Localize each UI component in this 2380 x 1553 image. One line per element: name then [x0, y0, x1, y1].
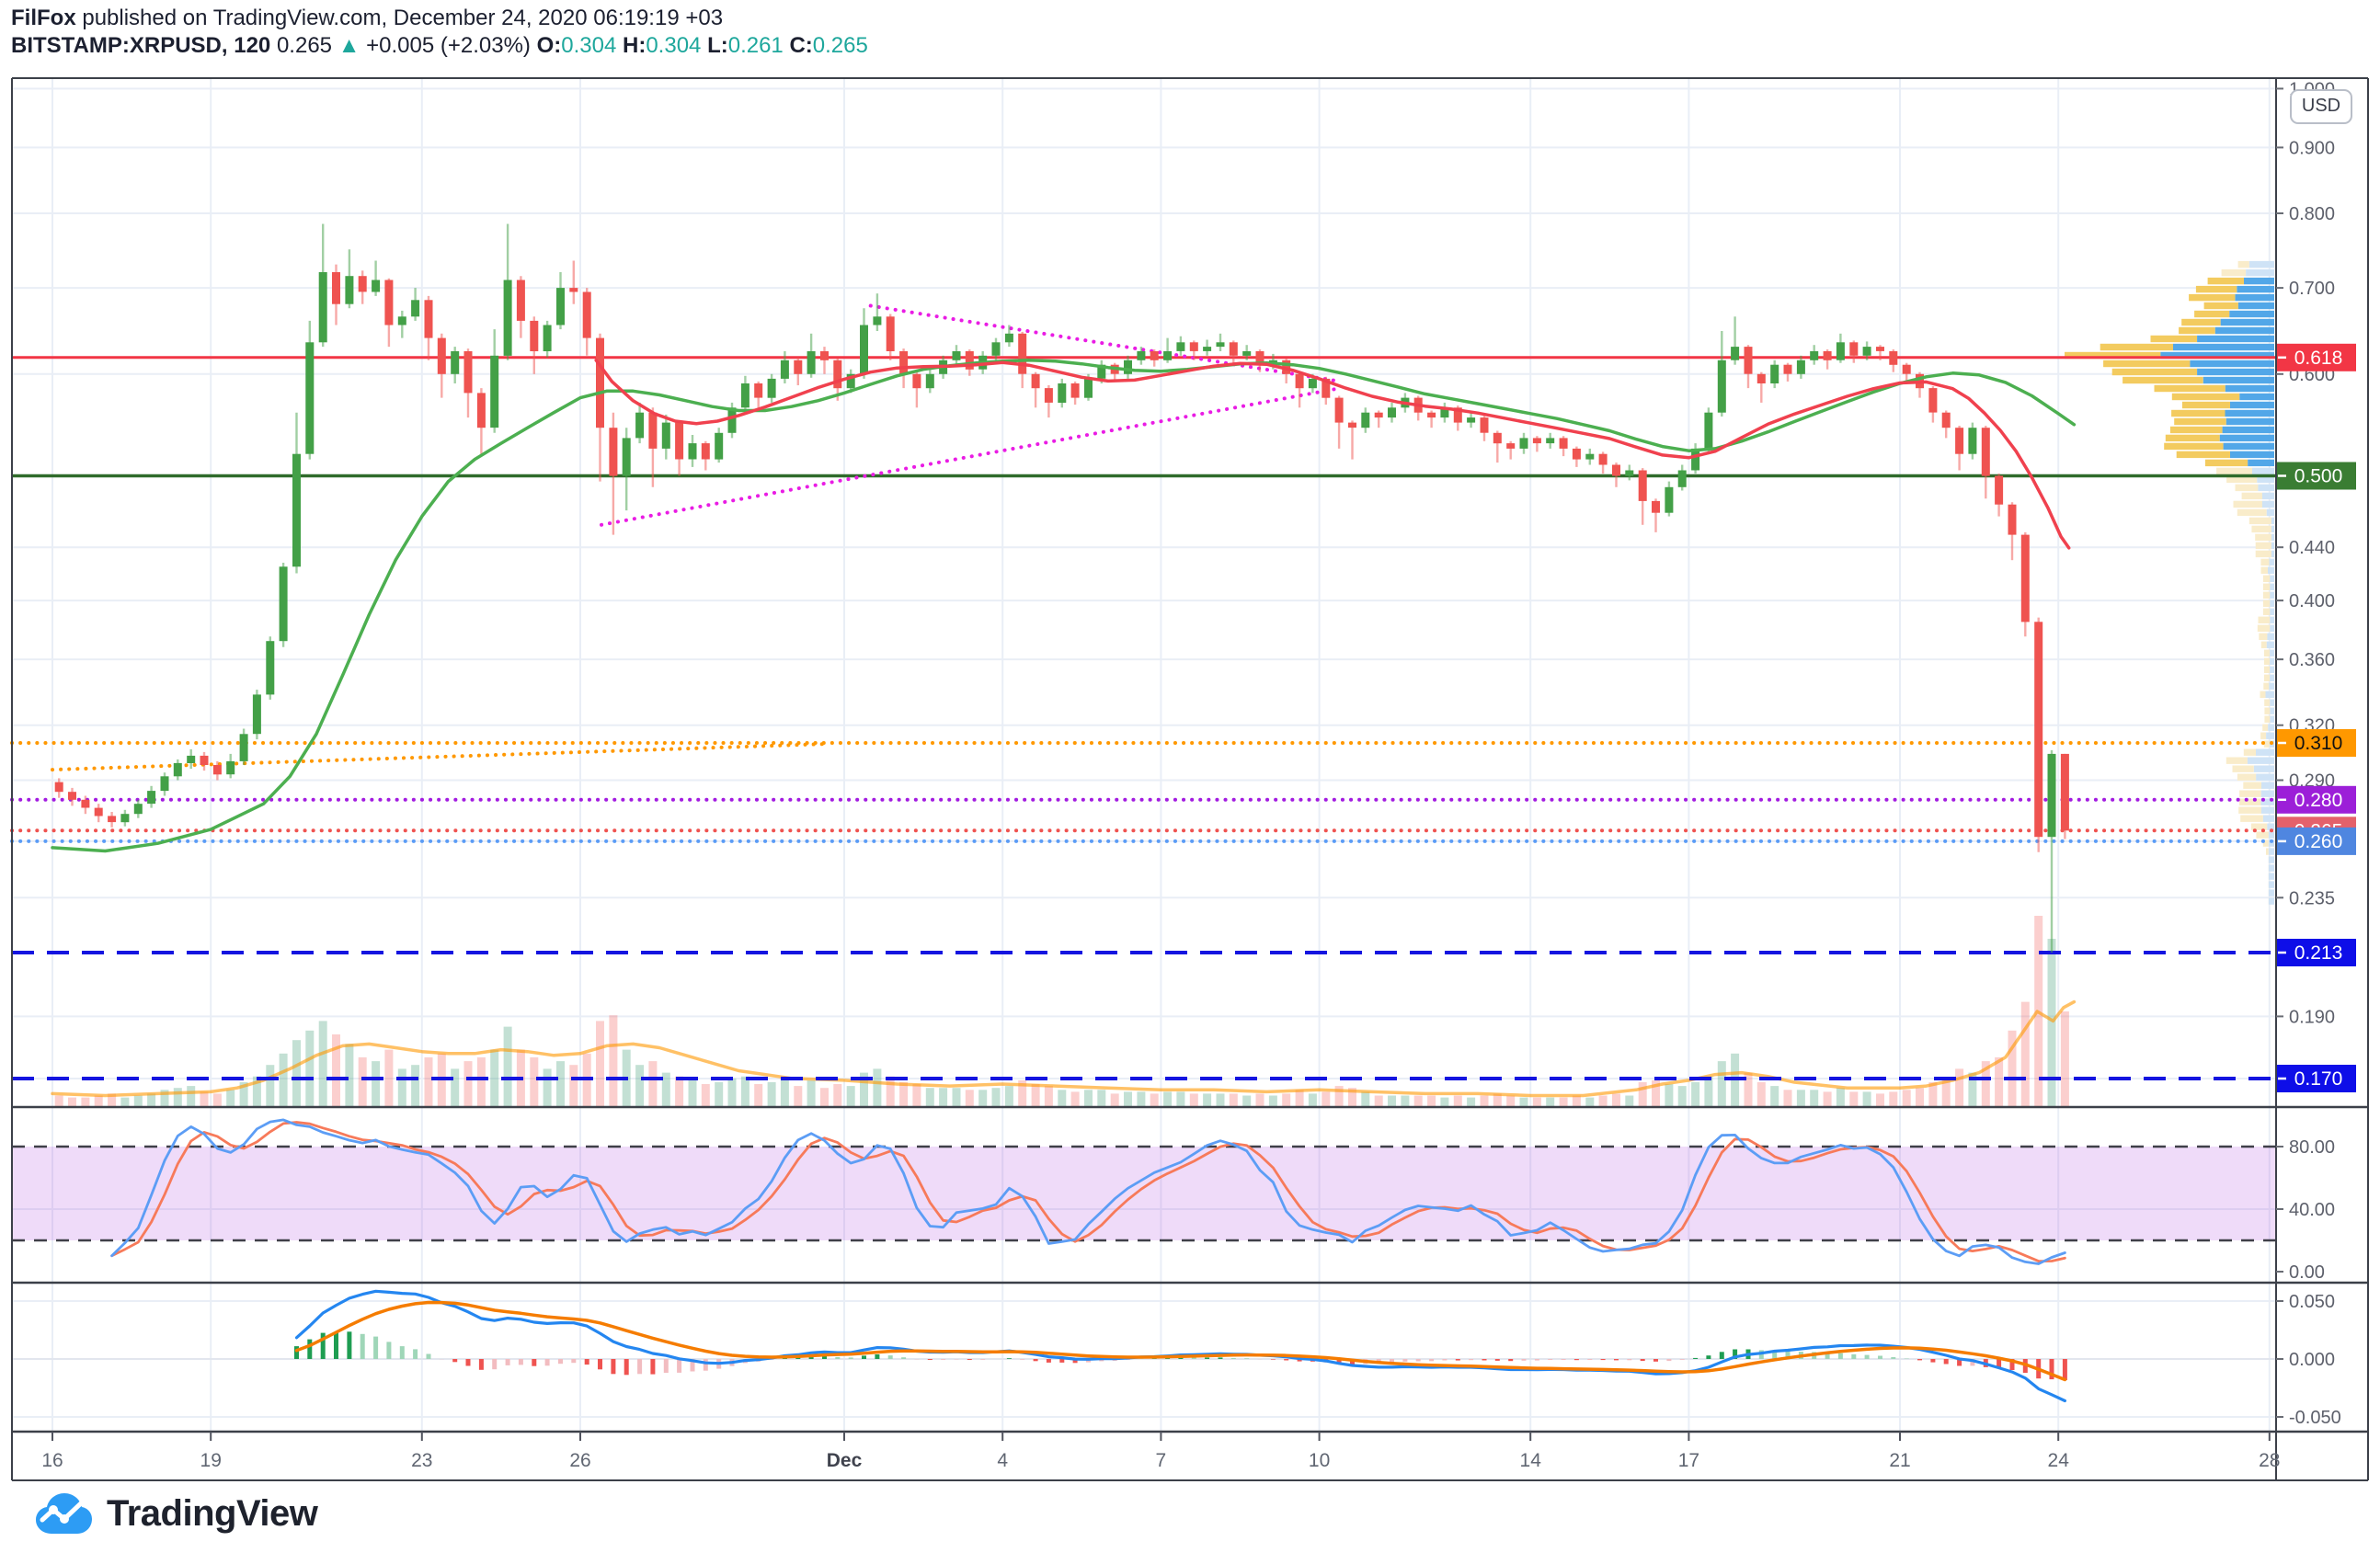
svg-text:0.900: 0.900 [2289, 138, 2335, 158]
svg-text:0.618: 0.618 [2294, 348, 2343, 369]
svg-text:17: 17 [1678, 1450, 1699, 1471]
svg-text:0.260: 0.260 [2294, 831, 2343, 852]
price-badge-0.213: 0.213 [2277, 939, 2356, 966]
svg-text:0.213: 0.213 [2294, 942, 2343, 964]
svg-text:14: 14 [1520, 1450, 1542, 1471]
price-badge-0.260: 0.260 [2277, 827, 2356, 855]
symbol-line: BITSTAMP:XRPUSD, 120 0.265 ▲ +0.005 (+2.… [11, 33, 868, 59]
svg-text:24: 24 [2048, 1450, 2070, 1471]
open-value: 0.304 [561, 33, 617, 58]
svg-text:-0.050: -0.050 [2289, 1408, 2341, 1428]
high-value: 0.304 [646, 33, 702, 58]
svg-text:0.360: 0.360 [2289, 650, 2335, 670]
svg-text:0.700: 0.700 [2289, 279, 2335, 299]
svg-text:0.050: 0.050 [2289, 1292, 2335, 1312]
svg-text:7: 7 [1156, 1450, 1167, 1471]
svg-text:0.440: 0.440 [2289, 538, 2335, 558]
publish-line: FilFox published on TradingView.com, Dec… [11, 6, 723, 31]
svg-text:0.00: 0.00 [2289, 1262, 2325, 1283]
svg-text:19: 19 [200, 1450, 222, 1471]
brand-name: TradingView [107, 1492, 318, 1534]
svg-text:0.000: 0.000 [2289, 1350, 2335, 1370]
tradingview-logo[interactable]: TradingView [33, 1491, 318, 1536]
pane-frame [11, 77, 2369, 1481]
svg-text:Dec: Dec [827, 1450, 863, 1471]
last-price: 0.265 [276, 33, 333, 58]
volume-profile [2065, 260, 2274, 905]
svg-text:80.00: 80.00 [2289, 1137, 2335, 1158]
svg-text:21: 21 [1889, 1450, 1910, 1471]
up-arrow-icon: ▲ [338, 33, 360, 58]
svg-text:0.280: 0.280 [2294, 790, 2343, 811]
symbol-name[interactable]: BITSTAMP:XRPUSD, 120 [11, 33, 271, 58]
stochastic-pane [12, 1118, 2276, 1265]
price-badge-0.280: 0.280 [2277, 785, 2356, 814]
price-badge-0.618: 0.618 [2277, 343, 2356, 371]
open-label: O: [536, 33, 562, 58]
low-value: 0.261 [727, 33, 784, 58]
svg-text:28: 28 [2259, 1450, 2280, 1471]
low-label: L: [707, 33, 728, 58]
price-badge-0.310: 0.310 [2277, 729, 2356, 757]
svg-text:40.00: 40.00 [2289, 1200, 2335, 1220]
close-label: C: [789, 33, 813, 58]
price-axis[interactable]: 1.0000.9000.8000.7000.6000.4400.4000.360… [2276, 79, 2356, 1428]
candles [54, 223, 2069, 953]
price-badge-0.500: 0.500 [2277, 462, 2356, 490]
macd-pane [294, 1289, 2067, 1403]
price-badge-0.170: 0.170 [2277, 1065, 2356, 1092]
svg-text:0.310: 0.310 [2294, 733, 2343, 754]
tradingview-cloud-icon [36, 1493, 92, 1534]
publisher-name: FilFox [11, 6, 76, 30]
currency-toggle-button[interactable]: USD [2290, 89, 2352, 124]
svg-text:0.170: 0.170 [2294, 1068, 2343, 1090]
svg-text:0.190: 0.190 [2289, 1007, 2335, 1027]
svg-text:26: 26 [569, 1450, 590, 1471]
svg-text:0.235: 0.235 [2289, 888, 2335, 908]
publish-text: published on TradingView.com, December 2… [75, 6, 724, 30]
high-label: H: [623, 33, 646, 58]
volume-histogram [51, 916, 2077, 1107]
svg-text:0.400: 0.400 [2289, 591, 2335, 611]
svg-text:0.500: 0.500 [2294, 466, 2343, 487]
trendlines[interactable] [51, 303, 1343, 772]
svg-text:0.800: 0.800 [2289, 204, 2335, 224]
svg-text:16: 16 [41, 1450, 63, 1471]
close-value: 0.265 [812, 33, 868, 58]
time-axis[interactable]: 16 19 23 26 Dec 4 7 10 14 17 21 24 28 [41, 1432, 2280, 1471]
moving-averages [51, 359, 2077, 853]
svg-text:10: 10 [1309, 1450, 1330, 1471]
svg-text:23: 23 [411, 1450, 432, 1471]
price-levels[interactable] [10, 356, 2278, 1080]
svg-text:4: 4 [997, 1450, 1008, 1471]
price-change: +0.005 (+2.03%) [366, 33, 531, 58]
